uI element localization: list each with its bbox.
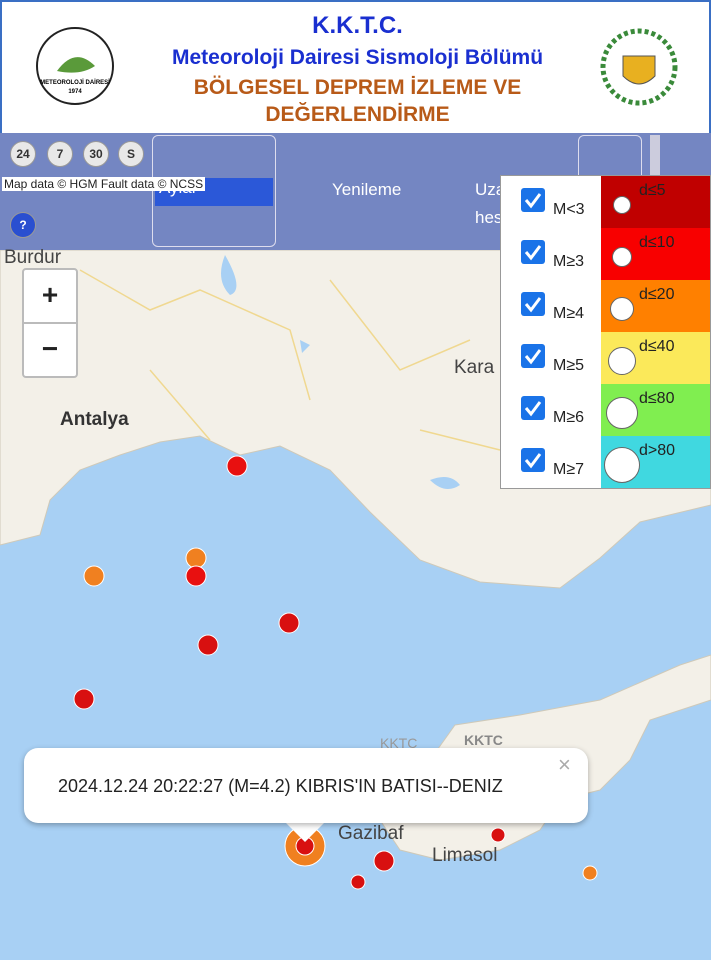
emblem: [600, 28, 678, 106]
legend: M<3 d≤5 M≥3 d≤10 M≥4 d≤20 M≥5 d≤40 M≥6 d≤80 M≥7 d>8…: [500, 175, 711, 489]
legend-row: M<3 d≤5: [501, 176, 710, 228]
attribution: Map data © HGM Fault data © NCSS: [2, 177, 206, 191]
select-box[interactable]: Aylar: [152, 135, 276, 247]
zoom-out[interactable]: −: [22, 322, 78, 378]
magnitude-label: M≥4: [553, 305, 585, 322]
legend-row: M≥7 d>80: [501, 436, 710, 488]
checkbox[interactable]: [521, 188, 545, 212]
checkbox[interactable]: [521, 396, 545, 420]
depth-cell: d≤5: [601, 176, 710, 228]
popup-close[interactable]: ×: [558, 752, 571, 777]
map-label: KKTC: [380, 735, 418, 751]
checkbox[interactable]: [521, 292, 545, 316]
period-button[interactable]: 30: [83, 141, 109, 167]
checkbox[interactable]: [521, 448, 545, 472]
depth-label: d≤10: [639, 234, 675, 251]
zoom-in[interactable]: +: [22, 268, 78, 324]
depth-cell: d≤20: [601, 280, 710, 332]
check-icon: [524, 297, 542, 313]
size-dot: [610, 297, 634, 321]
distance-label: hes: [475, 208, 503, 227]
magnitude-label: M<3: [553, 201, 585, 218]
depth-label: d>80: [639, 442, 676, 459]
depth-label: d≤80: [639, 390, 675, 407]
heading-line: DEĞERLENDİRME: [265, 103, 450, 126]
map-label: KKTC: [464, 732, 503, 748]
logo: METEOROLOJİ DAİRESİ 1974: [36, 27, 114, 105]
header: METEOROLOJİ DAİRESİ 1974 K.K.T.C. Meteor…: [0, 0, 711, 133]
scrollbar: [650, 135, 660, 175]
depth-cell: d≤40: [601, 332, 710, 384]
depth-cell: d>80: [601, 436, 710, 488]
distance-label: Uza: [475, 180, 506, 199]
magnitude-label: M≥3: [553, 253, 585, 270]
map-label: Antalya: [60, 409, 129, 430]
check-icon: [524, 349, 542, 365]
check-icon: [524, 245, 542, 261]
size-dot: [604, 447, 640, 483]
legend-row: M≥3 d≤10: [501, 228, 710, 280]
site-title: K.K.T.C.: [312, 12, 403, 39]
depth-label: d≤40: [639, 338, 675, 355]
site-subtitle: Meteoroloji Dairesi Sismoloji Bölümü: [171, 46, 544, 69]
help-button[interactable]: ?: [10, 212, 36, 238]
map-label: Burdur: [4, 247, 62, 268]
period-button[interactable]: S: [118, 141, 144, 167]
depth-label: d≤20: [639, 286, 675, 303]
depth-label: d≤5: [639, 182, 666, 199]
refresh-label[interactable]: Yenileme: [332, 180, 402, 199]
depth-cell: d≤80: [601, 384, 710, 436]
heading-line: BÖLGESEL DEPREM İZLEME VE: [193, 76, 522, 99]
check-icon: [524, 401, 542, 417]
checkbox[interactable]: [521, 240, 545, 264]
map-label: Gazibaf: [338, 823, 404, 844]
legend-row: M≥6 d≤80: [501, 384, 710, 436]
legend-row: M≥5 d≤40: [501, 332, 710, 384]
popup: 2024.12.24 20:22:27 (M=4.2) KIBRIS'IN BA…: [24, 748, 588, 823]
period-button[interactable]: 7: [47, 141, 73, 167]
check-icon: [524, 453, 542, 469]
check-icon: [524, 193, 542, 209]
map-label: Kara: [454, 357, 495, 378]
depth-cell: d≤10: [601, 228, 710, 280]
popup-text: 2024.12.24 20:22:27 (M=4.2) KIBRIS'IN BA…: [58, 776, 503, 796]
magnitude-label: M≥7: [553, 461, 585, 478]
magnitude-label: M≥5: [553, 357, 585, 374]
map-label: Limasol: [432, 845, 498, 866]
size-dot: [606, 397, 638, 429]
magnitude-label: M≥6: [553, 409, 585, 426]
size-dot: [608, 347, 636, 375]
size-dot: [612, 247, 632, 267]
logo-year: 1974: [68, 89, 82, 95]
period-button[interactable]: 24: [10, 141, 36, 167]
legend-row: M≥4 d≤20: [501, 280, 710, 332]
checkbox[interactable]: [521, 344, 545, 368]
logo-text: METEOROLOJİ DAİRESİ: [40, 79, 110, 86]
size-dot: [613, 196, 631, 214]
